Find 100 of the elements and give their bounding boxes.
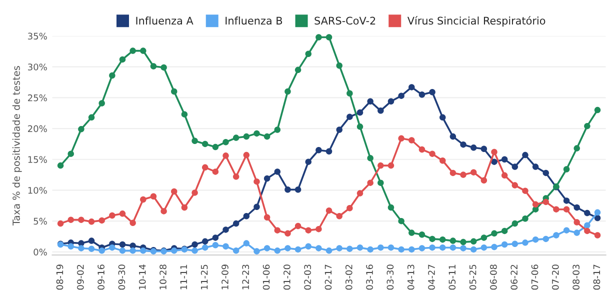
point	[326, 248, 332, 254]
point	[243, 152, 250, 158]
point	[450, 133, 456, 140]
x-tick-label: 08-19	[56, 264, 64, 290]
point	[367, 98, 374, 105]
point	[367, 155, 374, 162]
point	[532, 201, 539, 208]
point	[460, 172, 466, 178]
y-tick-label: 15%	[28, 156, 47, 163]
point	[563, 227, 570, 234]
point	[232, 248, 240, 254]
point	[232, 220, 240, 227]
point	[202, 164, 208, 171]
x-tick-label: 05-11	[448, 264, 456, 290]
point	[522, 240, 528, 246]
point	[460, 245, 466, 252]
point	[202, 244, 208, 251]
point	[254, 204, 260, 210]
x-tick-label: 09-16	[98, 264, 104, 290]
point	[470, 144, 477, 151]
point	[336, 62, 342, 69]
point	[542, 236, 550, 242]
point	[512, 240, 518, 248]
point	[388, 244, 394, 251]
point	[294, 222, 302, 230]
point	[470, 238, 477, 245]
point	[439, 157, 446, 164]
point	[439, 114, 446, 121]
point	[326, 34, 332, 40]
point	[119, 56, 126, 63]
y-axis-title: Taxa % de positividade de testes	[12, 66, 22, 226]
point	[264, 245, 270, 252]
x-tick-label: 04-27	[428, 264, 435, 290]
point	[68, 150, 74, 157]
y-tick-label: 20%	[28, 125, 47, 132]
point	[450, 244, 456, 251]
point	[88, 238, 95, 244]
y-tick-label: 25%	[28, 94, 47, 102]
point	[553, 206, 560, 212]
point	[408, 230, 415, 236]
legend-label: Influenza B	[226, 16, 282, 25]
point	[212, 234, 219, 241]
point	[316, 147, 322, 154]
x-tick-label: 09-30	[118, 264, 126, 290]
point	[88, 114, 95, 121]
point	[346, 114, 353, 120]
point	[243, 133, 250, 140]
point	[501, 156, 508, 163]
point	[316, 226, 322, 232]
point	[57, 220, 64, 227]
point	[563, 198, 570, 204]
point	[160, 64, 167, 71]
point	[439, 236, 446, 243]
point	[119, 210, 126, 217]
point	[305, 158, 312, 165]
point	[171, 188, 178, 195]
point	[378, 162, 384, 169]
x-tick-label: 04-13	[407, 264, 414, 290]
point	[305, 50, 312, 58]
point	[109, 212, 116, 219]
x-tick-label: 08-03	[572, 264, 580, 290]
point	[522, 188, 528, 194]
point	[594, 106, 601, 114]
point	[522, 152, 528, 158]
point	[222, 226, 229, 233]
point	[130, 48, 136, 54]
point	[439, 244, 446, 251]
point	[356, 190, 364, 196]
point	[109, 72, 116, 79]
point	[429, 150, 436, 157]
point	[78, 245, 84, 252]
point	[316, 34, 322, 40]
point	[202, 140, 208, 148]
point	[222, 152, 229, 159]
point	[346, 90, 353, 96]
point	[274, 248, 281, 254]
point	[584, 228, 590, 234]
point	[264, 133, 270, 140]
point	[98, 100, 105, 106]
x-tick-label: 01-20	[284, 264, 290, 290]
point	[532, 164, 539, 170]
point	[356, 109, 364, 116]
point	[294, 246, 302, 253]
x-tick-label: 02-17	[324, 264, 332, 290]
point	[78, 126, 84, 132]
point	[450, 238, 456, 244]
point	[378, 108, 384, 114]
point	[68, 243, 74, 250]
point	[408, 137, 415, 144]
legend-label: Vírus Sincicial Respiratório	[407, 16, 546, 27]
point	[284, 230, 291, 237]
point	[212, 242, 219, 248]
point	[356, 124, 364, 130]
point	[491, 158, 498, 165]
point	[512, 220, 518, 227]
x-tick-label: 01-06	[262, 264, 270, 290]
point	[88, 218, 95, 225]
point	[140, 196, 146, 203]
point	[398, 246, 404, 253]
point	[192, 190, 198, 196]
